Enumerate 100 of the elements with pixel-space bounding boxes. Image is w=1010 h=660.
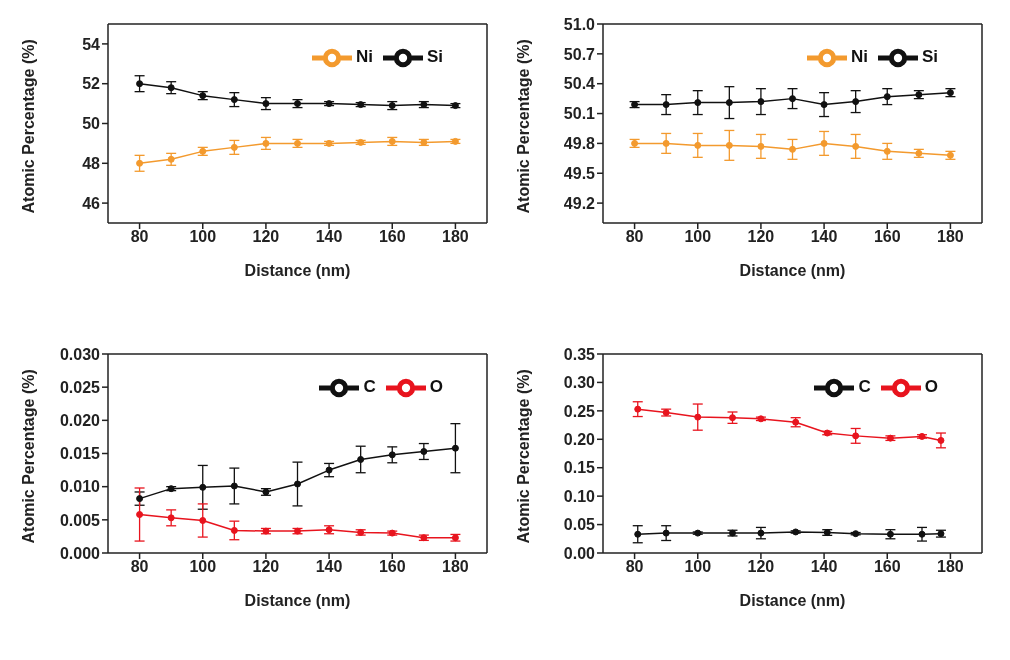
point [662, 139, 670, 147]
point [262, 100, 270, 108]
point [357, 455, 365, 463]
legend-label: Ni [355, 47, 373, 67]
y-tick-label: 0.025 [59, 378, 101, 396]
x-tick-label: 180 [442, 558, 469, 576]
y-axis-title: Atomic Percentage (%) [19, 369, 37, 544]
x-tick-label: 100 [684, 558, 712, 576]
x-tick-label: 160 [378, 558, 406, 576]
y-tick-label: 0.35 [563, 345, 596, 363]
point [757, 142, 765, 150]
point [136, 159, 144, 167]
legend-label: C [363, 377, 376, 397]
point [852, 98, 860, 106]
y-tick-label: 0.25 [563, 402, 596, 420]
y-tick-label: 50.4 [563, 75, 596, 93]
y-tick-label: 49.5 [563, 164, 596, 182]
y-axis-title: Atomic Percentage (%) [514, 369, 532, 544]
point [634, 405, 642, 413]
point [694, 141, 702, 149]
x-axis-title: Distance (nm) [244, 592, 351, 609]
y-axis-title: Atomic Percentage (%) [514, 39, 532, 214]
point [634, 530, 642, 538]
y-axis-title: Atomic Percentage (%) [19, 39, 37, 214]
y-tick-label: 50.7 [563, 45, 596, 63]
x-tick-label: 180 [937, 558, 964, 576]
point [694, 99, 702, 107]
y-tick-label: 0.00 [563, 544, 596, 562]
x-tick-label: 80 [130, 228, 149, 246]
point [883, 93, 891, 101]
x-tick-label: 180 [937, 228, 964, 246]
point [757, 98, 765, 106]
x-tick-label: 120 [747, 228, 775, 246]
x-tick-label: 140 [315, 228, 343, 246]
legend-label: O [429, 377, 443, 397]
x-tick-label: 180 [442, 228, 469, 246]
y-tick-label: 0.15 [563, 459, 596, 477]
x-tick-label: 100 [189, 558, 217, 576]
y-tick-label: 0.010 [59, 478, 101, 496]
point [325, 466, 333, 474]
y-tick-label: 0.015 [59, 445, 101, 463]
point [789, 145, 796, 153]
y-tick-label: 0.05 [563, 516, 596, 534]
y-tick-label: 0.000 [59, 544, 101, 562]
point [820, 101, 828, 109]
point [294, 480, 301, 488]
x-axis-title: Distance (nm) [739, 262, 846, 279]
y-tick-label: 52 [82, 75, 101, 93]
point [230, 96, 238, 104]
y-tick-label: 50.1 [563, 105, 596, 123]
y-tick-label: 49.2 [563, 194, 596, 212]
y-tick-label: 48 [82, 154, 101, 172]
x-tick-label: 160 [873, 228, 901, 246]
point [725, 99, 733, 107]
point [789, 95, 796, 103]
point [725, 141, 733, 149]
point [937, 436, 945, 444]
x-tick-label: 80 [625, 558, 644, 576]
point [662, 101, 670, 109]
x-tick-label: 120 [252, 558, 280, 576]
point [852, 432, 860, 440]
point [852, 142, 860, 150]
point [136, 511, 144, 519]
y-tick-label: 50 [82, 115, 101, 133]
x-axis-title: Distance (nm) [739, 592, 846, 609]
x-axis-title: Distance (nm) [244, 262, 351, 279]
point [230, 482, 238, 490]
x-tick-label: 160 [378, 228, 406, 246]
point [694, 413, 702, 421]
x-tick-label: 80 [625, 228, 644, 246]
point [918, 530, 926, 538]
x-tick-label: 120 [252, 228, 280, 246]
point [136, 495, 144, 503]
x-tick-label: 140 [315, 558, 343, 576]
point [662, 529, 670, 537]
point [136, 80, 144, 88]
y-tick-label: 51.0 [563, 15, 596, 33]
x-tick-label: 160 [873, 558, 901, 576]
y-tick-label: 49.8 [563, 135, 596, 153]
legend-label: Ni [850, 47, 868, 67]
point [199, 483, 207, 491]
y-tick-label: 0.020 [59, 412, 101, 430]
x-tick-label: 120 [747, 558, 775, 576]
x-tick-label: 140 [810, 228, 838, 246]
point [388, 451, 396, 459]
point [420, 448, 428, 456]
y-tick-label: 0.005 [59, 511, 101, 529]
point [230, 526, 238, 534]
x-tick-label: 100 [189, 228, 217, 246]
y-tick-label: 0.20 [563, 430, 596, 448]
legend-label: C [858, 377, 871, 397]
point [199, 517, 207, 524]
point [451, 444, 459, 452]
point [883, 147, 891, 155]
y-tick-label: 0.030 [59, 345, 101, 363]
legend-label: O [924, 377, 938, 397]
x-tick-label: 140 [810, 558, 838, 576]
point [820, 139, 828, 147]
x-tick-label: 80 [130, 558, 149, 576]
y-tick-label: 0.30 [563, 374, 596, 392]
